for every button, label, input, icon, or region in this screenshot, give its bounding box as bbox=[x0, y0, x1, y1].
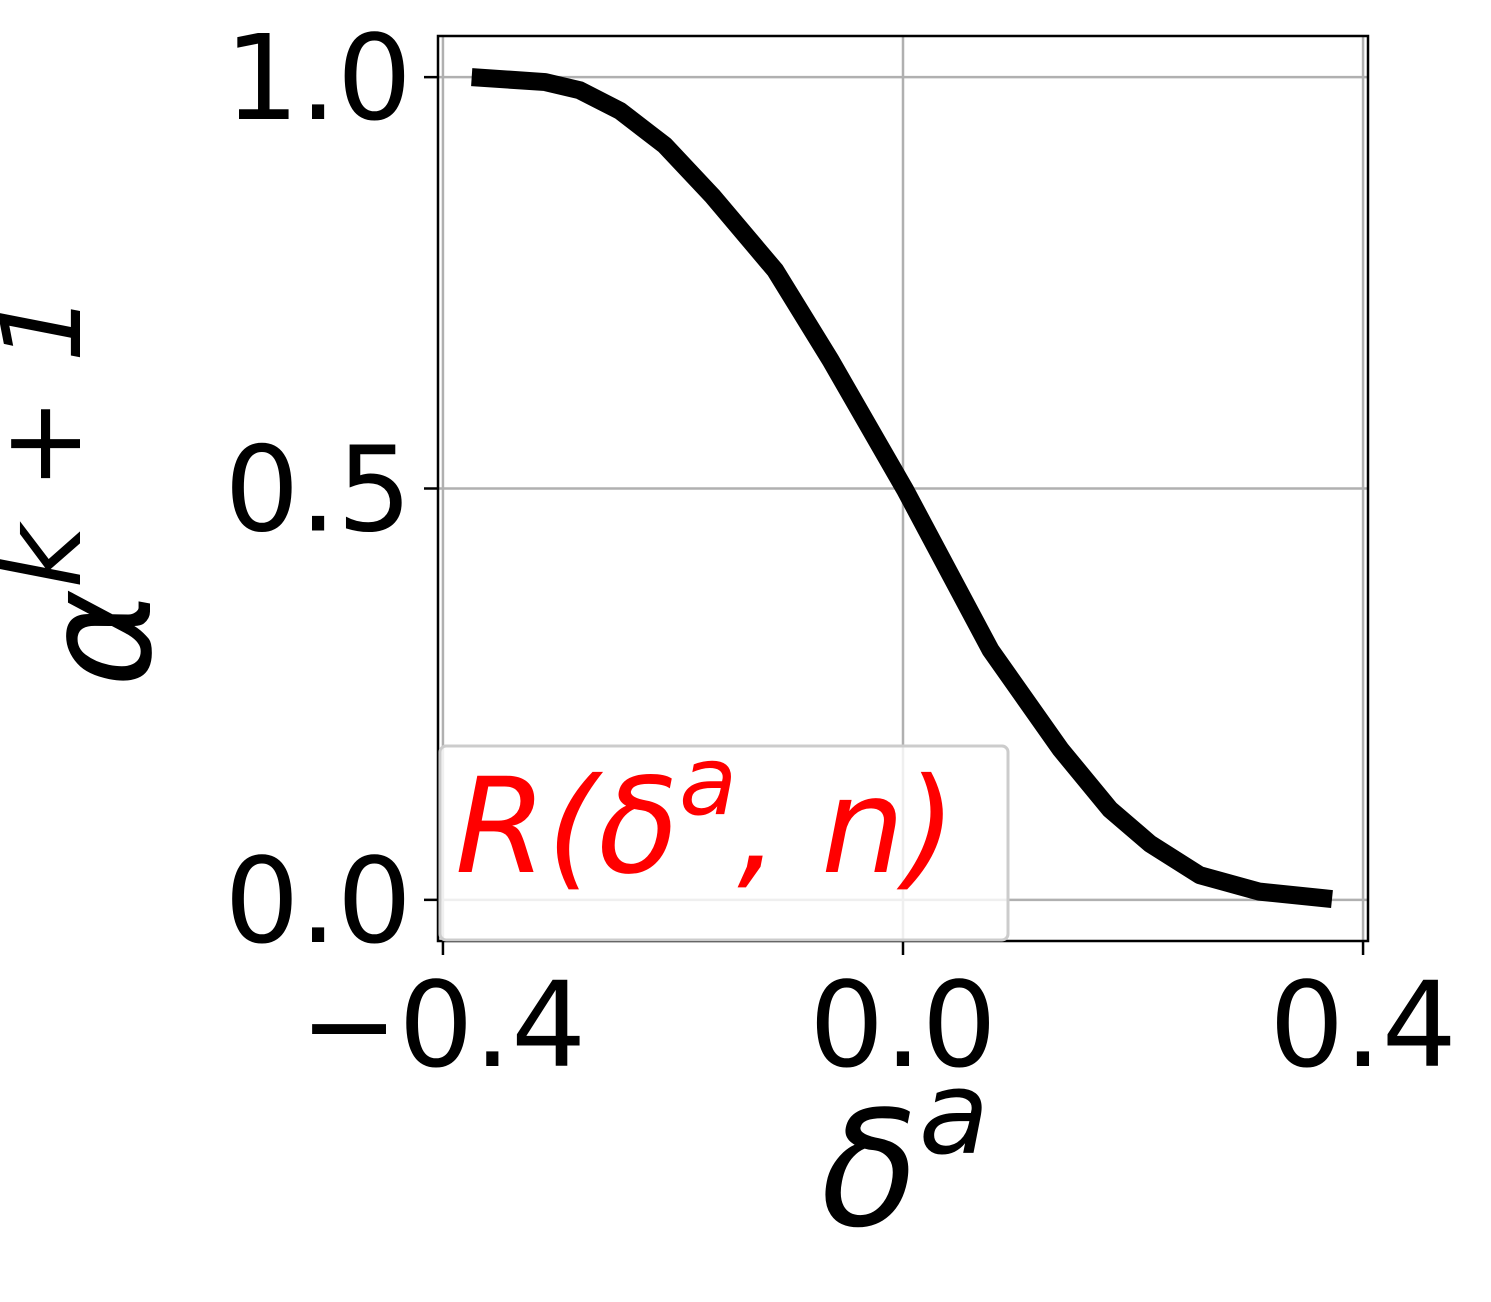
annotation-box bbox=[438, 744, 1010, 942]
y-axis-label: αk + 1 bbox=[0, 293, 186, 688]
line bbox=[471, 68, 1333, 908]
annotation-sup: a bbox=[679, 727, 737, 837]
annotation-head: R(δ bbox=[455, 750, 679, 904]
x-tick-label: 0.4 bbox=[1269, 956, 1457, 1094]
y-tick-label: 1.0 bbox=[224, 9, 412, 147]
annotation-tail: , n) bbox=[737, 750, 956, 904]
y-tick-label: 0.0 bbox=[224, 832, 412, 970]
y-tick-label: 0.5 bbox=[224, 421, 412, 559]
x-tick-label: −0.4 bbox=[300, 956, 587, 1094]
x-tick-label: 0.0 bbox=[809, 956, 997, 1094]
y-label-base: α bbox=[12, 588, 186, 687]
x-axis-label: δa bbox=[821, 1047, 989, 1263]
x-label-sup: a bbox=[919, 1047, 989, 1181]
annotation: R(δa, n) bbox=[455, 727, 956, 904]
y-label-sup: k + 1 bbox=[0, 293, 106, 589]
x-label-base: δ bbox=[821, 1076, 919, 1263]
